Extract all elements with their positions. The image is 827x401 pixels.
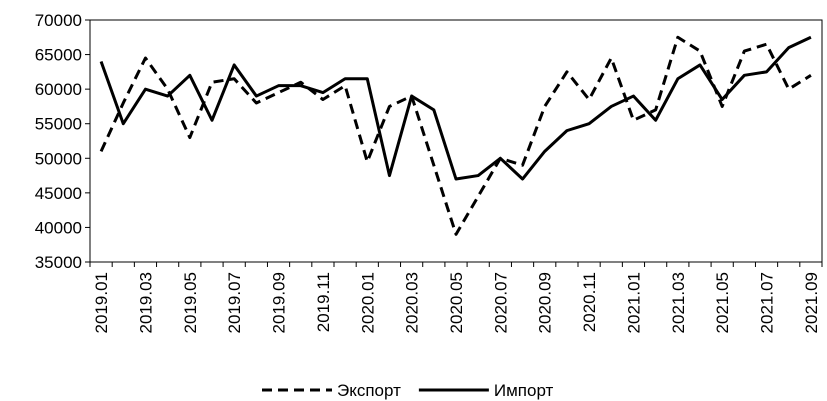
x-tick-label: 2019.07 xyxy=(225,272,244,333)
series-line xyxy=(99,35,812,181)
x-tick-label: 2020.05 xyxy=(447,272,466,333)
legend-label: Экспорт xyxy=(337,381,401,400)
x-tick-label: 2019.09 xyxy=(270,272,289,333)
x-tick-label: 2020.07 xyxy=(491,272,510,333)
x-tick-label: 2021.03 xyxy=(669,272,688,333)
x-tick-label: 2021.01 xyxy=(624,272,643,333)
x-tick-label: 2021.05 xyxy=(713,272,732,333)
x-tick-label: 2020.01 xyxy=(358,272,377,333)
y-tick-label: 70000 xyxy=(35,11,82,30)
x-tick-label: 2019.01 xyxy=(92,272,111,333)
x-tick-label: 2021.09 xyxy=(802,272,821,333)
y-tick-label: 40000 xyxy=(35,218,82,237)
x-tick-label: 2019.05 xyxy=(181,272,200,333)
legend-label: Импорт xyxy=(494,381,554,400)
x-tick-label: 2020.11 xyxy=(580,272,599,332)
y-tick-label: 65000 xyxy=(35,46,82,65)
x-tick-label: 2019.03 xyxy=(136,272,155,333)
series-line xyxy=(99,35,812,236)
x-tick-label: 2020.09 xyxy=(536,272,555,333)
x-tick-label: 2020.03 xyxy=(403,272,422,333)
y-tick-label: 55000 xyxy=(35,115,82,134)
y-tick-label: 45000 xyxy=(35,184,82,203)
x-tick-label: 2019.11 xyxy=(314,272,333,332)
y-tick-label: 35000 xyxy=(35,253,82,272)
plot-frame xyxy=(89,19,823,263)
x-tick-label: 2021.07 xyxy=(758,272,777,333)
y-tick-label: 50000 xyxy=(35,149,82,168)
y-tick-label: 60000 xyxy=(35,80,82,99)
